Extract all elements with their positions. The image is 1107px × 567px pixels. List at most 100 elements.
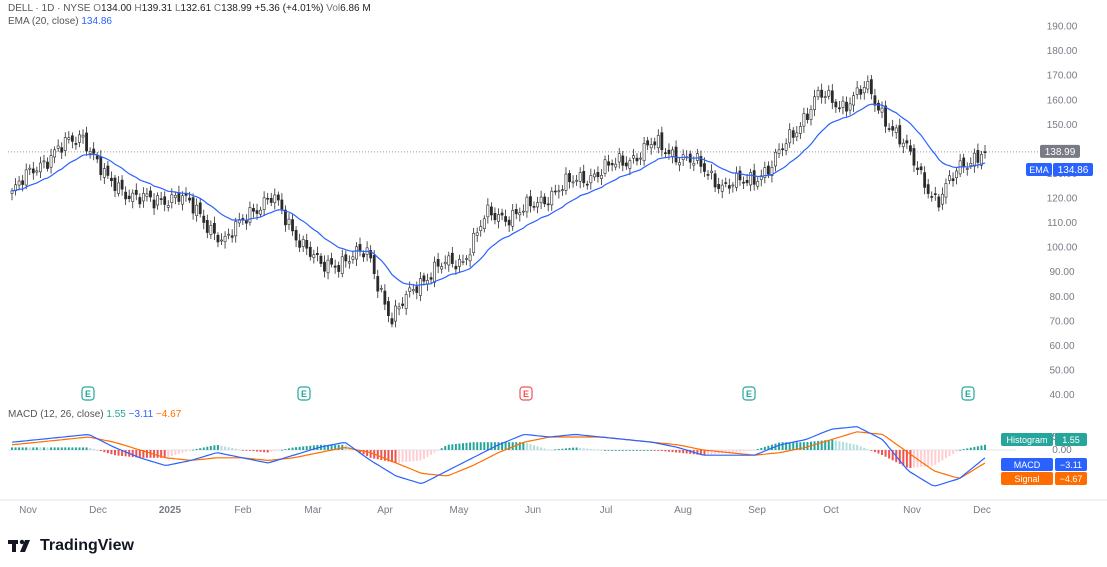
candle-body (894, 127, 898, 133)
candle-body (181, 195, 184, 205)
histogram-bar (60, 447, 63, 450)
histogram-bar (799, 442, 802, 450)
histogram-bar (160, 450, 163, 458)
candle-body (816, 89, 820, 98)
histogram-bar (387, 450, 390, 462)
histogram-bar (366, 450, 369, 457)
candle-body (479, 226, 483, 232)
candle-body (35, 170, 39, 173)
histogram-bar (547, 449, 550, 451)
histogram-bar (685, 450, 688, 454)
histogram-bar (944, 450, 947, 459)
histogram-bar (486, 442, 489, 450)
histogram-bar (96, 449, 99, 451)
histogram-bar (618, 450, 621, 451)
volume-value: 6.86 M (340, 3, 371, 14)
candle-body (855, 87, 859, 95)
histogram-bar (678, 450, 681, 453)
ema-legend-value: 134.86 (81, 16, 112, 27)
candle-body (60, 147, 64, 153)
open-value: 134.00 (101, 3, 132, 14)
histogram-bar (870, 450, 873, 451)
histogram-bar (600, 450, 603, 451)
candle-body (372, 255, 376, 275)
candle-body (649, 144, 653, 149)
histogram-bar (788, 442, 791, 450)
candle-body (195, 204, 199, 216)
candle-body (802, 113, 806, 127)
candle-body (422, 275, 426, 282)
histogram-bar (518, 442, 521, 450)
histogram-bar (529, 444, 532, 450)
candle-body (53, 149, 57, 158)
histogram-bar (241, 450, 244, 451)
histogram-bar (604, 450, 607, 451)
histogram-bar (923, 450, 926, 467)
candle-body (781, 148, 784, 151)
candle-body (163, 196, 167, 205)
price-tick-label: 70.00 (1049, 316, 1074, 327)
histogram-bar (515, 442, 518, 450)
candle-body (614, 163, 618, 168)
histogram-bar (891, 450, 894, 461)
histogram-bar (536, 446, 539, 450)
candle-body (301, 239, 305, 247)
candle-body (113, 177, 117, 191)
candle-body (433, 261, 436, 283)
candle-body (525, 196, 529, 213)
candle-body (940, 193, 944, 205)
candle-body (589, 175, 593, 184)
candle-body (848, 103, 852, 111)
time-tick-label: Nov (19, 505, 37, 516)
candle-body (241, 218, 245, 220)
candle-body (845, 101, 848, 112)
candle-body (390, 318, 394, 325)
candle-body (834, 101, 838, 108)
candle-body (418, 278, 422, 296)
candle-body (862, 87, 866, 94)
plot-background (8, 0, 1058, 520)
tradingview-logo[interactable]: TradingView (8, 534, 134, 558)
histogram-bar (199, 448, 202, 450)
macd-line (11, 426, 986, 487)
chart-canvas[interactable]: 40.00 50.00 60.00 70.00 80.00 90.00 100.00 110.… (0, 0, 1107, 530)
candle-body (639, 157, 642, 160)
candle-body (369, 250, 373, 259)
candle-body (933, 193, 937, 195)
chart-svg[interactable]: 40.00 50.00 60.00 70.00 80.00 90.00 100.00 110.… (0, 0, 1107, 530)
candle-body (838, 107, 841, 110)
candle-body (752, 170, 756, 185)
histogram-bar (973, 446, 976, 450)
histogram-bar (696, 450, 699, 455)
histogram-bar (699, 450, 702, 455)
candle-body (49, 155, 53, 168)
last-price-badge (1040, 144, 1080, 158)
histogram-bar (561, 448, 564, 450)
histogram-bar (433, 450, 436, 453)
candle-body (415, 286, 419, 293)
histogram-bar (32, 447, 35, 450)
histogram-bar (554, 449, 557, 451)
earnings-marker-label: E (746, 389, 752, 399)
change-value: +5.36 (+4.01%) (254, 3, 324, 14)
histogram-bar (476, 442, 479, 450)
histogram-bar (202, 447, 205, 450)
histogram-bar (859, 446, 862, 450)
histogram-bar (28, 447, 31, 450)
histogram-bar (770, 444, 773, 450)
candle-body (877, 102, 880, 111)
price-badges: 138.99 EMA 134.86 (1026, 144, 1093, 177)
histogram-bar (852, 444, 855, 450)
histogram-bar (955, 450, 958, 452)
candle-body (102, 168, 106, 178)
macd-legend: MACD (12, 26, close) 1.55 −3.11 −4.67 (8, 409, 181, 420)
histogram-bar (330, 444, 333, 450)
candle-body (383, 290, 387, 305)
candle-body (305, 240, 309, 249)
candle-body (99, 156, 103, 176)
brand-name: TradingView (40, 537, 134, 554)
candle-body (965, 168, 969, 170)
histogram-badge-name-text: Histogram (1006, 435, 1047, 445)
time-tick-label: Jun (525, 505, 541, 516)
histogram-bar (280, 449, 283, 451)
